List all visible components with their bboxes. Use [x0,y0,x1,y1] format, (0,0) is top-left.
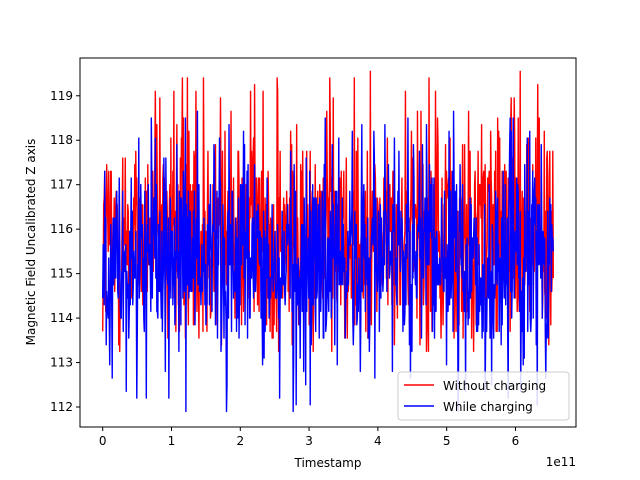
x-tick-label: 4 [374,434,382,448]
y-tick-label: 114 [50,311,73,325]
y-tick-label: 115 [50,267,73,281]
y-tick-label: 118 [50,133,73,147]
legend-label-while-charging: While charging [443,400,533,414]
x-offset-label: 1e11 [546,455,576,469]
x-axis: 0 1 2 3 4 5 6 [99,427,519,448]
y-axis-label: Magnetic Field Uncalibrated Z axis [24,139,38,346]
x-tick-label: 0 [99,434,107,448]
y-tick-label: 112 [50,400,73,414]
x-tick-label: 3 [305,434,313,448]
y-tick-label: 117 [50,178,73,192]
plot-frame [79,57,577,428]
x-tick-label: 5 [443,434,451,448]
legend: Without charging While charging [397,371,570,421]
y-axis: 112 113 114 115 116 117 118 119 [50,89,80,414]
series-line-while-charging [102,110,554,413]
y-tick-label: 119 [50,89,73,103]
series-layer [102,70,554,413]
y-tick-label: 113 [50,356,73,370]
x-tick-label: 2 [236,434,244,448]
x-axis-label: Timestamp [294,456,362,470]
legend-box [397,371,570,421]
x-tick-label: 6 [512,434,520,448]
legend-label-without-charging: Without charging [443,379,546,393]
y-tick-label: 116 [50,222,73,236]
x-tick-label: 1 [168,434,176,448]
